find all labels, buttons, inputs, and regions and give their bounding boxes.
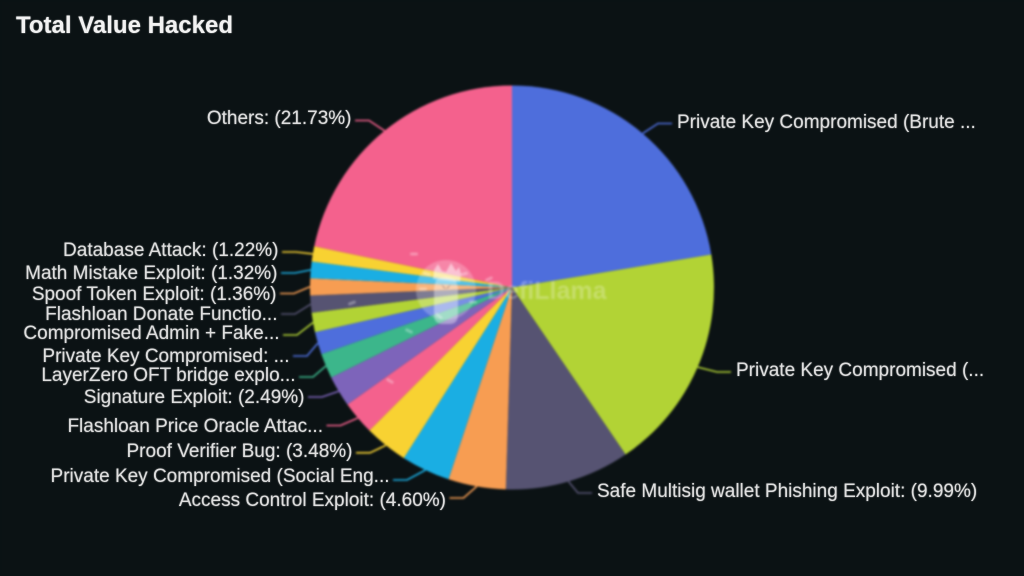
svg-text:DefiLlama: DefiLlama xyxy=(487,277,608,305)
